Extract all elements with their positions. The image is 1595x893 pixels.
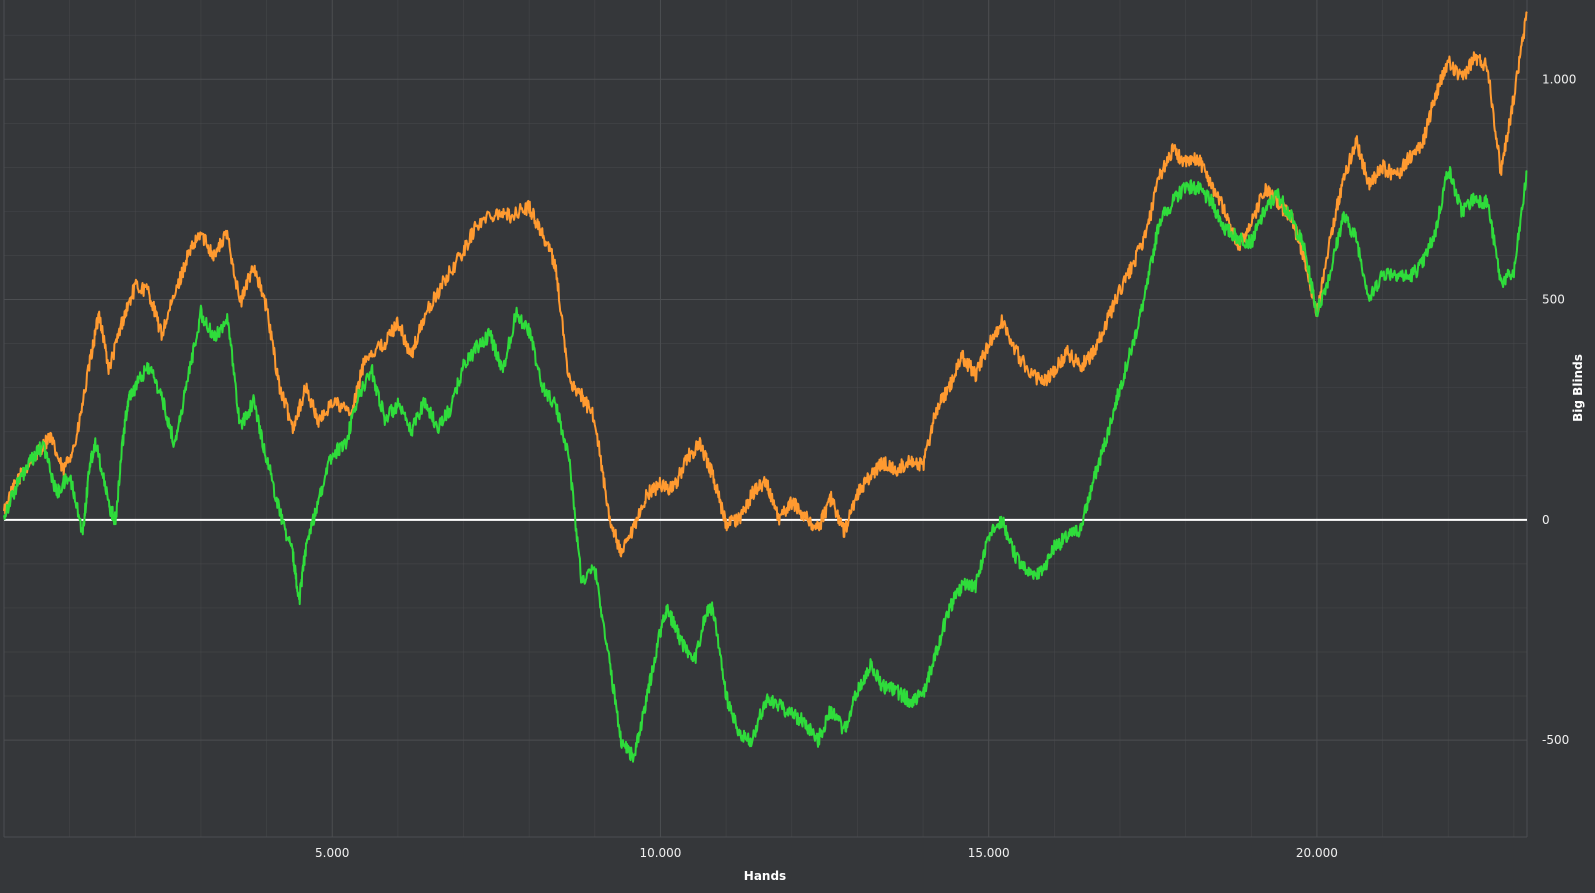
series-line-1 <box>3 166 1528 763</box>
series-line-0 <box>3 11 1528 558</box>
y-axis-title: Big Blinds <box>1571 354 1585 422</box>
series-group <box>3 11 1528 763</box>
tick-labels: 5.000 10.000 15.000 20.000 -500 0 500 1.000 <box>315 72 1576 860</box>
x-tick-label: 10.000 <box>639 846 681 860</box>
x-tick-label: 20.000 <box>1296 846 1338 860</box>
y-tick-label: 500 <box>1542 293 1565 307</box>
x-tick-label: 5.000 <box>315 846 349 860</box>
y-tick-label: -500 <box>1542 733 1569 747</box>
x-tick-label: 15.000 <box>968 846 1010 860</box>
y-tick-label: 1.000 <box>1542 72 1576 86</box>
x-axis-title: Hands <box>744 869 786 883</box>
y-tick-label: 0 <box>1542 513 1550 527</box>
